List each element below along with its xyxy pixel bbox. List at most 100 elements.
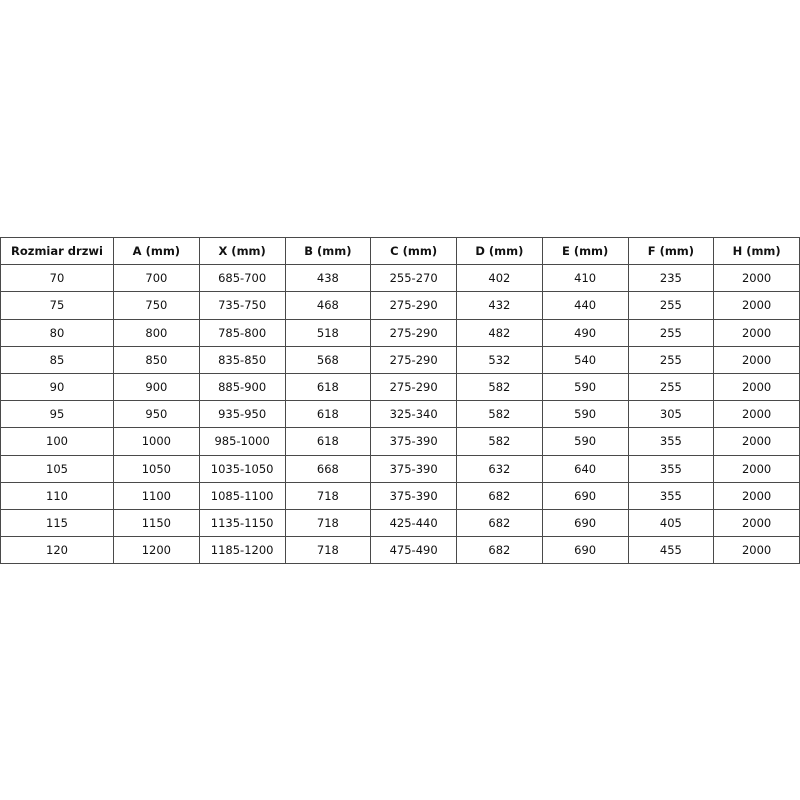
table-cell: 1085-1100 <box>198 481 286 510</box>
table-cell: 682 <box>456 481 543 510</box>
table-cell: 275-290 <box>370 318 457 347</box>
table-cell: 275-290 <box>370 372 457 402</box>
table-cell: 80 <box>0 318 114 347</box>
table-row: 95 950 935-950 618 325-340 582 590 305 2000 <box>0 400 800 429</box>
table-cell: 120 <box>0 536 114 565</box>
table-cell: 718 <box>284 481 372 510</box>
table-cell: 355 <box>627 481 715 510</box>
table-cell: 432 <box>456 291 543 320</box>
table-cell: 518 <box>284 318 372 347</box>
table-cell: 632 <box>456 454 543 483</box>
table-cell: 1185-1200 <box>198 536 286 565</box>
table-cell: 2000 <box>713 291 800 320</box>
column-header: F (mm) <box>627 236 715 266</box>
column-header: X (mm) <box>198 236 286 266</box>
table-row: 75 750 735-750 468 275-290 432 440 255 2000 <box>0 291 800 320</box>
table-row: 100 1000 985-1000 618 375-390 582 590 355 2000 <box>0 427 800 456</box>
table-cell: 532 <box>456 345 543 374</box>
table-cell: 95 <box>0 400 114 429</box>
table-cell: 900 <box>113 372 200 402</box>
table-cell: 1150 <box>113 508 200 538</box>
table-cell: 455 <box>627 536 715 565</box>
table-cell: 718 <box>284 508 372 538</box>
table-row: 120 1200 1185-1200 718 475-490 682 690 455 2000 <box>0 536 800 565</box>
table-row: 110 1100 1085-1100 718 375-390 682 690 355 2000 <box>0 481 800 510</box>
table-cell: 618 <box>284 427 372 456</box>
table-cell: 255-270 <box>370 264 457 293</box>
table-cell: 255 <box>627 291 715 320</box>
table-cell: 105 <box>0 454 114 483</box>
table-cell: 85 <box>0 345 114 374</box>
table-cell: 70 <box>0 264 114 293</box>
table-cell: 935-950 <box>198 400 286 429</box>
table-cell: 375-390 <box>370 481 457 510</box>
table-cell: 75 <box>0 291 114 320</box>
column-header: Rozmiar drzwi <box>0 236 114 266</box>
header-row: Rozmiar drzwi A (mm) X (mm) B (mm) C (mm) D (… <box>0 236 800 266</box>
table-cell: 90 <box>0 372 114 402</box>
table-cell: 2000 <box>713 264 800 293</box>
table-cell: 1100 <box>113 481 200 510</box>
table-row: 115 1150 1135-1150 718 425-440 682 690 405 2000 <box>0 508 800 538</box>
table-cell: 405 <box>627 508 715 538</box>
column-header: A (mm) <box>113 236 200 266</box>
table-cell: 2000 <box>713 427 800 456</box>
table-row: 90 900 885-900 618 275-290 582 590 255 2000 <box>0 372 800 402</box>
table-cell: 700 <box>113 264 200 293</box>
table-cell: 1035-1050 <box>198 454 286 483</box>
table-cell: 475-490 <box>370 536 457 565</box>
column-header: B (mm) <box>284 236 372 266</box>
table-cell: 325-340 <box>370 400 457 429</box>
table-cell: 2000 <box>713 481 800 510</box>
table-cell: 255 <box>627 318 715 347</box>
table-cell: 582 <box>456 400 543 429</box>
table-cell: 1000 <box>113 427 200 456</box>
table-cell: 410 <box>541 264 629 293</box>
table-cell: 668 <box>284 454 372 483</box>
table-cell: 590 <box>541 372 629 402</box>
table-cell: 2000 <box>713 372 800 402</box>
dimensions-table: Rozmiar drzwi A (mm) X (mm) B (mm) C (mm) D (… <box>0 236 800 565</box>
table-cell: 885-900 <box>198 372 286 402</box>
table-cell: 100 <box>0 427 114 456</box>
table-cell: 985-1000 <box>198 427 286 456</box>
column-header: H (mm) <box>713 236 800 266</box>
table-cell: 582 <box>456 427 543 456</box>
table-row: 105 1050 1035-1050 668 375-390 632 640 355 2000 <box>0 454 800 483</box>
table-cell: 640 <box>541 454 629 483</box>
table-cell: 685-700 <box>198 264 286 293</box>
table-cell: 110 <box>0 481 114 510</box>
table-cell: 800 <box>113 318 200 347</box>
table-cell: 425-440 <box>370 508 457 538</box>
table-cell: 568 <box>284 345 372 374</box>
column-header: C (mm) <box>370 236 457 266</box>
table-cell: 618 <box>284 372 372 402</box>
table-cell: 690 <box>541 536 629 565</box>
table-cell: 375-390 <box>370 427 457 456</box>
table-cell: 355 <box>627 427 715 456</box>
table-cell: 590 <box>541 400 629 429</box>
table-cell: 1135-1150 <box>198 508 286 538</box>
table-cell: 355 <box>627 454 715 483</box>
table-cell: 255 <box>627 372 715 402</box>
table-cell: 690 <box>541 481 629 510</box>
table-cell: 438 <box>284 264 372 293</box>
table-cell: 305 <box>627 400 715 429</box>
table-row: 85 850 835-850 568 275-290 532 540 255 2000 <box>0 345 800 374</box>
table-cell: 2000 <box>713 536 800 565</box>
table-cell: 590 <box>541 427 629 456</box>
table-cell: 785-800 <box>198 318 286 347</box>
column-header: D (mm) <box>456 236 543 266</box>
table-cell: 275-290 <box>370 345 457 374</box>
table-cell: 255 <box>627 345 715 374</box>
table-cell: 402 <box>456 264 543 293</box>
table-cell: 482 <box>456 318 543 347</box>
table-cell: 850 <box>113 345 200 374</box>
table-cell: 275-290 <box>370 291 457 320</box>
table-cell: 735-750 <box>198 291 286 320</box>
table-cell: 375-390 <box>370 454 457 483</box>
table-cell: 540 <box>541 345 629 374</box>
table-cell: 950 <box>113 400 200 429</box>
column-header: E (mm) <box>541 236 629 266</box>
table-cell: 682 <box>456 536 543 565</box>
